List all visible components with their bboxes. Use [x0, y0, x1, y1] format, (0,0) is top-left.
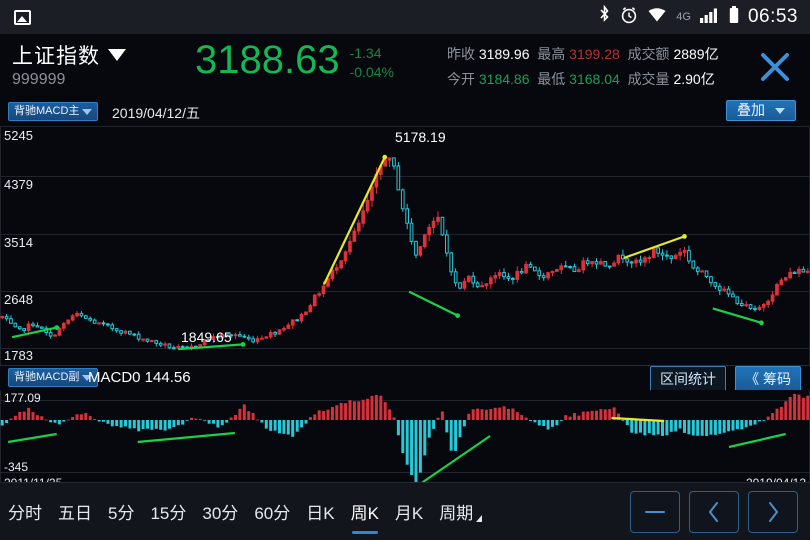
status-bar-left — [14, 9, 590, 25]
tab-5min[interactable]: 5分 — [100, 483, 142, 540]
stat-value-turnover: 2889亿 — [673, 46, 719, 62]
bluetooth-icon — [598, 4, 611, 29]
chevron-left-icon[interactable] — [689, 490, 739, 533]
tab-period-more[interactable]: 周期 — [431, 483, 490, 540]
instrument-code: 999999 — [12, 71, 66, 88]
annotation-swing-high: 5178.19 — [395, 129, 446, 145]
chevron-down-icon — [82, 374, 93, 381]
macd-readout: MACD0 144.56 — [88, 369, 191, 386]
annotation-swing-low: 1849.65 — [181, 329, 232, 345]
macd-chart[interactable]: 177.09 -345 2011/11/25 2019/04/12 — [0, 390, 810, 490]
stat-value-high: 3199.28 — [569, 46, 620, 62]
tab-60min[interactable]: 60分 — [246, 483, 298, 540]
status-bar-clock: 06:53 — [747, 6, 798, 27]
overlay-button[interactable]: 叠加 — [726, 100, 796, 121]
caret-up-icon — [476, 515, 483, 522]
price-chart[interactable]: 5245 4379 3514 2648 1783 5178.19 1849.65 — [0, 126, 810, 366]
chevron-down-icon[interactable] — [108, 49, 126, 61]
tab-weekly-k[interactable]: 周K — [343, 483, 387, 540]
battery-icon — [729, 5, 739, 29]
chart-date-label: 2019/04/12/五 — [112, 105, 200, 121]
quote-stats-row-2: 今开 3184.86 最低 3168.04 成交量 2.90亿 — [447, 67, 719, 92]
instrument-block[interactable]: 上证指数 999999 — [0, 34, 195, 89]
indicator-sub-button[interactable]: 背驰MACD副 — [8, 368, 99, 387]
tab-label: 30分 — [202, 504, 239, 523]
indicator-main-label: 背驰MACD主 — [14, 105, 80, 117]
change-absolute: -1.34 — [349, 45, 382, 61]
tab-label: 5分 — [108, 504, 135, 523]
period-tabs: 分时 五日 5分 15分 30分 60分 日K 周K 月K 周期 — [0, 483, 630, 540]
alarm-icon — [620, 6, 638, 29]
macd-histogram — [0, 393, 810, 487]
stat-value-volume: 2.90亿 — [673, 71, 715, 87]
macd-axis-tick-top: 177.09 — [4, 391, 41, 405]
tab-30min[interactable]: 30分 — [194, 483, 246, 540]
chevron-right-icon[interactable] — [748, 490, 798, 533]
macd-toolbar: 背驰MACD副 MACD0 144.56 区间统计 《 筹码 — [0, 366, 810, 392]
range-statistics-button[interactable]: 区间统计 — [650, 366, 726, 392]
tab-15min[interactable]: 15分 — [142, 483, 194, 540]
price-axis-tick-1: 4379 — [4, 177, 33, 192]
signal-icon — [699, 7, 720, 28]
tab-label: 分时 — [8, 504, 42, 523]
stat-value-open: 3184.86 — [478, 71, 530, 87]
last-price: 3188.63 — [195, 38, 340, 82]
instrument-name: 上证指数 — [12, 45, 100, 68]
tab-label: 月K — [394, 504, 424, 523]
price-axis-tick-0: 5245 — [4, 128, 33, 143]
stat-value-prev-close: 3189.96 — [478, 46, 530, 62]
stat-value-low: 3168.04 — [569, 71, 620, 87]
quote-stats: 昨收 3189.96 最高 3199.28 成交额 2889亿 今开 3184.… — [447, 42, 719, 92]
indicator-main-button[interactable]: 背驰MACD主 — [8, 102, 99, 121]
stat-label-high: 最高 — [537, 46, 566, 62]
image-icon — [14, 9, 31, 25]
tab-label: 日K — [306, 504, 335, 523]
chevron-down-icon — [775, 107, 785, 114]
chart-nav-buttons — [630, 490, 810, 533]
tab-label: 五日 — [58, 504, 92, 523]
tab-fenshi[interactable]: 分时 — [0, 483, 50, 540]
quote-header: 上证指数 999999 3188.63 -1.34 -0.04% 昨收 3189… — [0, 34, 810, 100]
quote-stats-row-1: 昨收 3189.96 最高 3199.28 成交额 2889亿 — [447, 42, 719, 67]
indicator-sub-label: 背驰MACD副 — [14, 371, 80, 383]
tab-label: 周期 — [439, 504, 474, 523]
change-percent: -0.04% — [349, 64, 394, 80]
stat-label-prev-close: 昨收 — [447, 46, 475, 62]
chips-button[interactable]: 《 筹码 — [735, 366, 801, 392]
price-candles — [0, 154, 810, 351]
price-axis-tick-3: 2648 — [4, 292, 33, 307]
stat-label-turnover: 成交额 — [627, 46, 670, 62]
price-axis-tick-4: 1783 — [4, 348, 33, 363]
close-icon[interactable] — [756, 48, 794, 86]
wifi-icon — [647, 7, 667, 28]
tab-wuri[interactable]: 五日 — [50, 483, 100, 540]
macd-axis-tick-bottom: -345 — [4, 460, 29, 474]
network-type-label: 4G — [676, 11, 691, 23]
stat-label-low: 最低 — [537, 71, 566, 87]
stat-label-open: 今开 — [447, 71, 475, 87]
tab-label: 15分 — [150, 504, 187, 523]
tab-label: 60分 — [254, 504, 291, 523]
period-tabbar: 分时 五日 5分 15分 30分 60分 日K 周K 月K 周期 — [0, 482, 810, 540]
overlay-label: 叠加 — [737, 102, 765, 118]
change-block: -1.34 -0.04% — [340, 34, 394, 82]
stat-label-volume: 成交量 — [627, 71, 670, 87]
chart-toolbar: 背驰MACD主 2019/04/12/五 叠加 — [0, 100, 810, 126]
status-bar-right: 4G 06:53 — [598, 4, 798, 29]
tab-monthly-k[interactable]: 月K — [387, 483, 431, 540]
minus-icon[interactable] — [630, 490, 680, 533]
instrument-title-row[interactable]: 上证指数 — [12, 40, 195, 70]
price-axis-tick-2: 3514 — [4, 235, 33, 250]
chevron-down-icon — [82, 108, 93, 115]
tab-daily-k[interactable]: 日K — [298, 483, 342, 540]
status-bar: 4G 06:53 — [0, 0, 810, 34]
tab-label: 周K — [350, 504, 379, 523]
